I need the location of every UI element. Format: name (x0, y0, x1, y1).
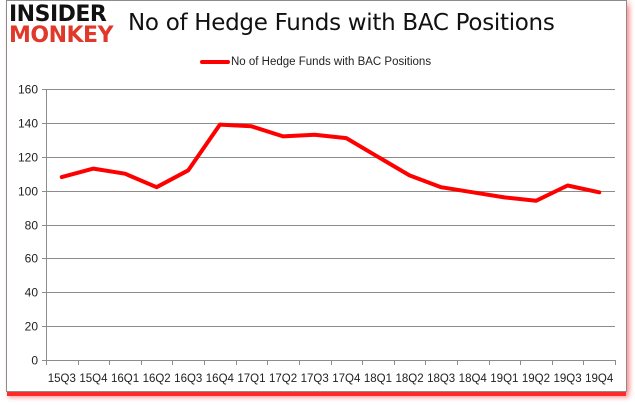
x-tick-label: 16Q1 (111, 373, 139, 385)
x-tick-label: 15Q4 (79, 373, 108, 385)
gridlines (42, 89, 615, 361)
legend-label: No of Hedge Funds with BAC Positions (231, 56, 432, 68)
x-tick-label: 17Q2 (269, 373, 297, 385)
chart-legend: No of Hedge Funds with BAC Positions (200, 55, 431, 69)
x-tick-label: 16Q2 (143, 373, 171, 385)
chart-title: No of Hedge Funds with BAC Positions (128, 10, 555, 36)
x-tick-label: 17Q1 (237, 373, 265, 385)
legend-line-swatch-icon (200, 60, 230, 64)
y-tick-label: 80 (25, 219, 39, 233)
x-tick-label: 19Q2 (522, 373, 550, 385)
y-axis-tick-labels: 0 20 40 60 80 100 120 140 160 (18, 83, 38, 368)
y-tick-label: 160 (18, 83, 38, 97)
x-axis-tick-labels: 15Q3 15Q4 16Q1 16Q2 16Q3 16Q4 17Q1 17Q2 17Q3 17Q4… (48, 373, 614, 385)
logo-line-1: INSIDER (9, 2, 107, 27)
y-tick-label: 60 (25, 252, 39, 266)
insider-monkey-logo: INSIDER MONKEY (9, 4, 119, 48)
y-tick-label: 20 (25, 320, 39, 334)
y-tick-label: 0 (31, 354, 38, 368)
y-tick-label: 40 (25, 286, 39, 300)
series-line (59, 122, 602, 203)
x-tick-label: 18Q2 (395, 373, 423, 385)
x-tick-label: 18Q4 (459, 373, 488, 385)
y-tick-label: 120 (18, 151, 38, 165)
x-tick-label: 18Q1 (364, 373, 392, 385)
y-tick-label: 100 (18, 185, 38, 199)
x-tick-label: 19Q3 (554, 373, 582, 385)
x-tick-label: 17Q4 (332, 373, 361, 385)
x-tick-label: 19Q4 (585, 373, 614, 385)
logo-line-2: MONKEY (9, 23, 114, 48)
x-tick-label: 15Q3 (48, 373, 76, 385)
x-tick-label: 17Q3 (301, 373, 329, 385)
x-tick-label: 19Q1 (490, 373, 518, 385)
axes (46, 89, 616, 365)
x-tick-label: 16Q3 (174, 373, 202, 385)
x-tick-label: 18Q3 (427, 373, 455, 385)
x-tick-label: 16Q4 (206, 373, 235, 385)
y-tick-label: 140 (18, 117, 38, 131)
